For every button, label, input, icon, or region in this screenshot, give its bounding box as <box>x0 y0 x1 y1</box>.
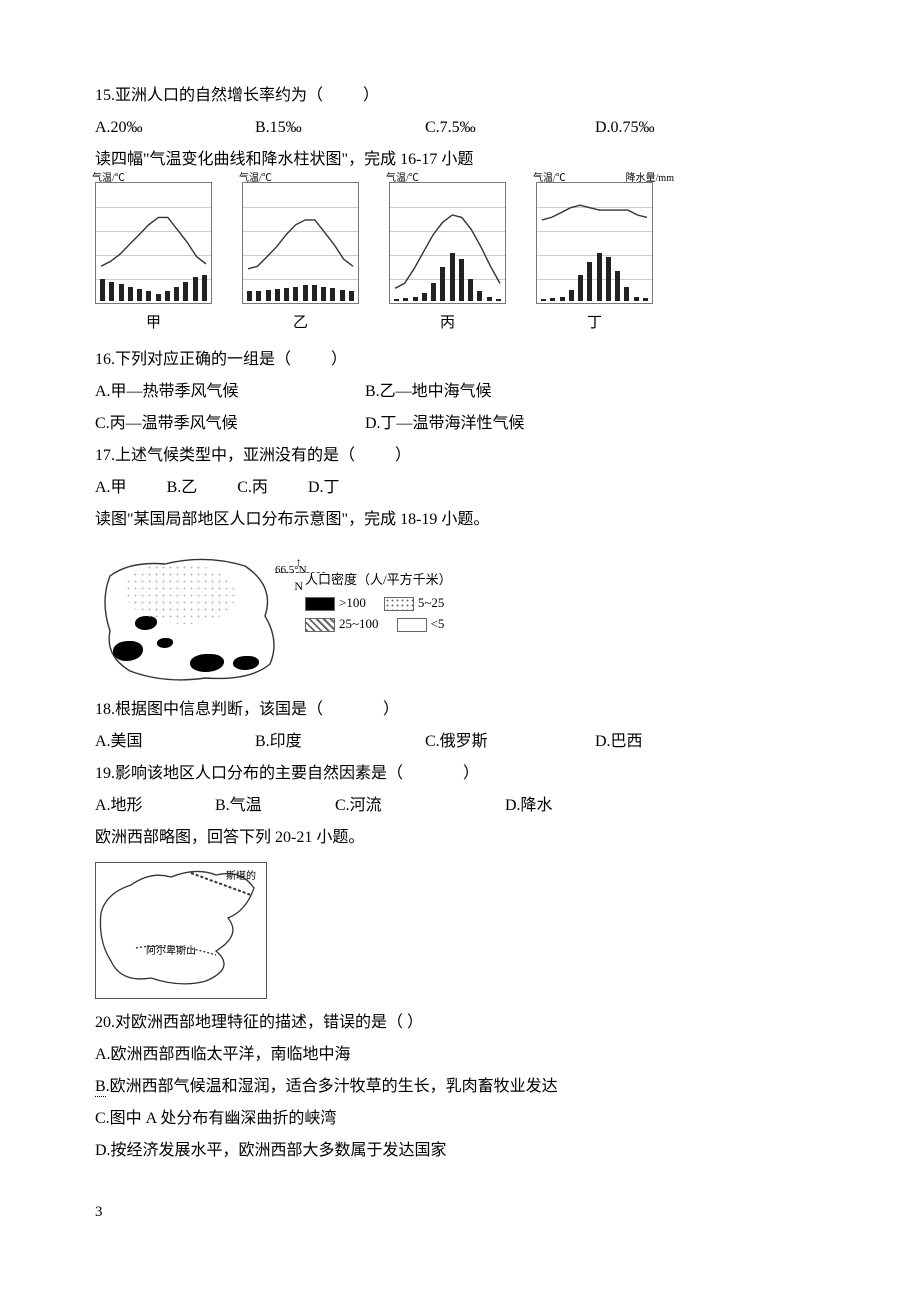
q17-opt-b: B.乙 <box>167 472 198 504</box>
climate-intro: 读四幅"气温变化曲线和降水柱状图"，完成 16-17 小题 <box>95 144 825 176</box>
q17-stem-text: 17.上述气候类型中，亚洲没有的是（ <box>95 447 355 464</box>
legend-range: 5~25 <box>418 595 445 610</box>
q19-opt-a: A.地形 <box>95 790 215 822</box>
q18-close: ） <box>383 701 399 718</box>
legend-range: <5 <box>431 616 445 631</box>
q17-options: A.甲 B.乙 C.丙 D.丁 <box>95 472 825 504</box>
climate-charts-row: 气温/℃甲气温/℃乙气温/℃丙气温/℃降水量/mm丁 <box>95 182 825 338</box>
europe-intro: 欧洲西部略图，回答下列 20-21 小题。 <box>95 822 825 854</box>
q15-opt-c: C.7.5‰ <box>425 112 595 144</box>
q18-opt-c: C.俄罗斯 <box>425 726 595 758</box>
q15-opt-a: A.20‰ <box>95 112 255 144</box>
q15-opt-d: D.0.75‰ <box>595 112 655 144</box>
q20-opt-d: D.按经济发展水平，欧洲西部大多数属于发达国家 <box>95 1135 825 1167</box>
q17-opt-a: A.甲 <box>95 472 127 504</box>
q20-opt-b: B.欧洲西部气候温和湿润，适合多汁牧草的生长，乳肉畜牧业发达 <box>95 1071 825 1103</box>
climate-panel-丁: 气温/℃降水量/mm丁 <box>536 182 653 338</box>
q16-row2: C.丙—温带季风气候 D.丁—温带海洋性气候 <box>95 408 825 440</box>
q16-close: ） <box>331 351 347 368</box>
q15-options: A.20‰ B.15‰ C.7.5‰ D.0.75‰ <box>95 112 825 144</box>
q18-opt-d: D.巴西 <box>595 726 643 758</box>
lat-label: 66.5°N <box>275 564 307 576</box>
legend-title: 人口密度（人/平方千米） <box>305 570 452 591</box>
q17-opt-c: C.丙 <box>237 472 268 504</box>
q17-close: ） <box>395 447 411 464</box>
climate-label: 甲 <box>146 308 161 338</box>
q16-opt-d: D.丁—温带海洋性气候 <box>365 408 525 440</box>
q16-opt-c: C.丙—温带季风气候 <box>95 408 365 440</box>
legend-range: >100 <box>339 595 366 610</box>
q18-opt-b: B.印度 <box>255 726 425 758</box>
exam-page: 15.亚洲人口的自然增长率约为（ ） A.20‰ B.15‰ C.7.5‰ D.0… <box>0 0 920 1267</box>
climate-panel-乙: 气温/℃乙 <box>242 182 359 338</box>
climate-label: 丁 <box>587 308 602 338</box>
q15-stem: 15.亚洲人口的自然增长率约为（ ） <box>95 80 825 112</box>
q16-opt-b: B.乙—地中海气候 <box>365 376 492 408</box>
europe-map: 斯堪的 阿尔卑斯山 <box>95 862 267 999</box>
arctic-lat-line: 66.5°N <box>275 572 325 595</box>
climate-panel-丙: 气温/℃丙 <box>389 182 506 338</box>
q20-opt-c: C.图中 A 处分布有幽深曲折的峡湾 <box>95 1103 825 1135</box>
q18-stem-text: 18.根据图中信息判断，该国是（ <box>95 701 323 718</box>
pop-intro: 读图"某国局部地区人口分布示意图"，完成 18-19 小题。 <box>95 504 825 536</box>
q19-options: A.地形 B.气温 C.河流 D.降水 <box>95 790 825 822</box>
q18-options: A.美国 B.印度 C.俄罗斯 D.巴西 <box>95 726 825 758</box>
europe-label-s: 阿尔卑斯山 <box>146 942 196 962</box>
q18-opt-a: A.美国 <box>95 726 255 758</box>
legend-range: 25~100 <box>339 616 379 631</box>
q19-close: ） <box>463 765 479 782</box>
q16-opt-a: A.甲—热带季风气候 <box>95 376 365 408</box>
page-number: 3 <box>95 1197 825 1227</box>
q19-stem-text: 19.影响该地区人口分布的主要自然因素是（ <box>95 765 403 782</box>
q15-stem-text: 15.亚洲人口的自然增长率约为（ <box>95 87 323 104</box>
europe-label-nw: 斯堪的 <box>226 867 256 887</box>
q19-stem: 19.影响该地区人口分布的主要自然因素是（ ） <box>95 758 825 790</box>
q15-close: ） <box>363 87 379 104</box>
climate-label: 乙 <box>293 308 308 338</box>
population-map-outline: ↑N 66.5°N <box>95 546 285 686</box>
q19-opt-d: D.降水 <box>505 790 553 822</box>
q15-opt-b: B.15‰ <box>255 112 425 144</box>
q20-opt-a: A.欧洲西部西临太平洋，南临地中海 <box>95 1039 825 1071</box>
q19-opt-c: C.河流 <box>335 790 505 822</box>
q17-stem: 17.上述气候类型中，亚洲没有的是（ ） <box>95 440 825 472</box>
q18-stem: 18.根据图中信息判断，该国是（ ） <box>95 694 825 726</box>
population-legend: 人口密度（人/平方千米） >100 5~25 25~100 <5 <box>305 570 452 634</box>
q20-stem: 20.对欧洲西部地理特征的描述，错误的是（ ） <box>95 1007 825 1039</box>
climate-label: 丙 <box>440 308 455 338</box>
climate-panel-甲: 气温/℃甲 <box>95 182 212 338</box>
q17-opt-d: D.丁 <box>308 472 340 504</box>
q16-row1: A.甲—热带季风气候 B.乙—地中海气候 <box>95 376 825 408</box>
q16-stem-text: 16.下列对应正确的一组是（ <box>95 351 291 368</box>
q19-opt-b: B.气温 <box>215 790 335 822</box>
population-map-figure: ↑N 66.5°N 人口密度（人/平方千米） >100 5~25 25~100 <5 <box>95 546 825 686</box>
q16-stem: 16.下列对应正确的一组是（ ） <box>95 344 825 376</box>
